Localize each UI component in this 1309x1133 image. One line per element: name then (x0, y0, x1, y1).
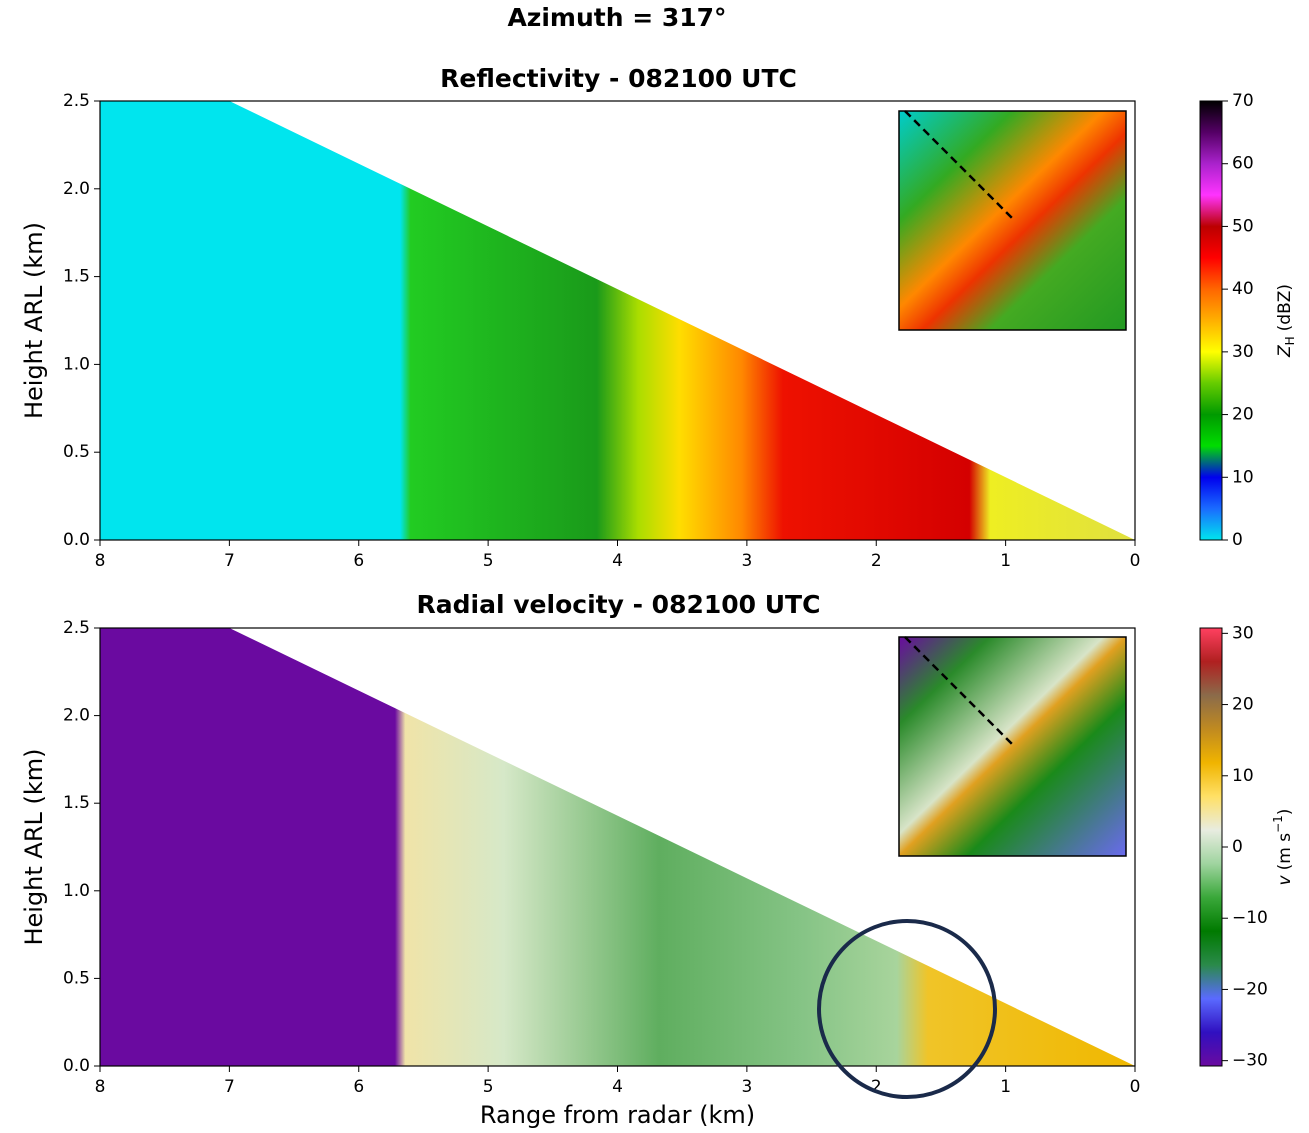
colorbar-tick-label: −10 (1232, 908, 1268, 928)
x-tick-label: 5 (483, 1077, 494, 1097)
figure-title: Azimuth = 317° (507, 3, 726, 32)
colorbar-tick-label: 30 (1232, 342, 1254, 362)
label-units: (m s (1275, 833, 1295, 871)
x-tick-label: 6 (353, 1077, 364, 1097)
label-superscript: −1 (1271, 815, 1285, 833)
y-tick-label: 0.5 (63, 968, 90, 988)
y-tick-label: 2.5 (63, 91, 90, 111)
x-tick-label: 8 (95, 1077, 106, 1097)
x-tick-label: 6 (353, 551, 364, 571)
figure: Azimuth = 317° Reflectivity - 082100 UTC… (0, 0, 1309, 1133)
y-tick-label: 0.5 (63, 442, 90, 462)
x-tick-label: 0 (1130, 551, 1141, 571)
x-tick-label: 7 (224, 1077, 235, 1097)
x-tick-label: 4 (612, 1077, 623, 1097)
x-tick-label: 3 (741, 1077, 752, 1097)
colorbar-tick-label: 40 (1232, 279, 1254, 299)
y-axis-label: Height ARL (km) (20, 222, 48, 419)
x-tick-label: 8 (95, 551, 106, 571)
label-close: ) (1275, 809, 1295, 816)
y-tick-label: 0.0 (63, 530, 90, 550)
y-tick-label: 2.0 (63, 706, 90, 726)
y-tick-label: 1.5 (63, 267, 90, 287)
y-tick-label: 1.0 (63, 881, 90, 901)
x-tick-label: 5 (483, 551, 494, 571)
colorbar-label: ZH (dBZ) (1275, 284, 1297, 358)
colorbar-tick-label: 70 (1232, 91, 1254, 111)
x-tick-label: 1 (1000, 551, 1011, 571)
colorbar-tick-label: −20 (1232, 979, 1268, 999)
label-units: (dBZ) (1275, 284, 1295, 331)
x-tick-label: 2 (871, 551, 882, 571)
chart-title: Radial velocity - 082100 UTC (417, 590, 821, 619)
label-symbol: v (1275, 874, 1295, 885)
y-axis-label: Height ARL (km) (20, 748, 48, 945)
y-tick-label: 1.5 (63, 793, 90, 813)
colorbar-tick-label: 50 (1232, 216, 1254, 236)
y-tick-label: 2.5 (63, 618, 90, 638)
x-axis-label: Range from radar (km) (480, 1101, 755, 1129)
label-symbol: Z (1275, 345, 1295, 358)
x-tick-label: 4 (612, 551, 623, 571)
label-subscript: H (1283, 336, 1297, 345)
colorbar-tick-label: 10 (1232, 766, 1254, 786)
colorbar-tick-label: 0 (1232, 530, 1243, 550)
inset-image (899, 637, 1126, 856)
colorbar-tick-label: 20 (1232, 405, 1254, 425)
colorbar-tick-label: 0 (1232, 837, 1243, 857)
chart-title: Reflectivity - 082100 UTC (440, 64, 797, 93)
colorbar-tick-label: 30 (1232, 623, 1254, 643)
colorbar-tick-label: 60 (1232, 154, 1254, 174)
colorbar-label: v (m s−1) (1271, 809, 1296, 886)
y-tick-label: 0.0 (63, 1056, 90, 1076)
colorbar (1200, 101, 1222, 540)
colorbar-tick-label: −30 (1232, 1051, 1268, 1071)
x-tick-label: 0 (1130, 1077, 1141, 1097)
colorbar (1200, 628, 1222, 1066)
y-tick-label: 1.0 (63, 354, 90, 374)
x-tick-label: 1 (1000, 1077, 1011, 1097)
x-tick-label: 7 (224, 551, 235, 571)
y-tick-label: 2.0 (63, 179, 90, 199)
colorbar-tick-label: 10 (1232, 467, 1254, 487)
inset-image (899, 111, 1126, 330)
colorbar-tick-label: 20 (1232, 695, 1254, 715)
x-tick-label: 3 (741, 551, 752, 571)
